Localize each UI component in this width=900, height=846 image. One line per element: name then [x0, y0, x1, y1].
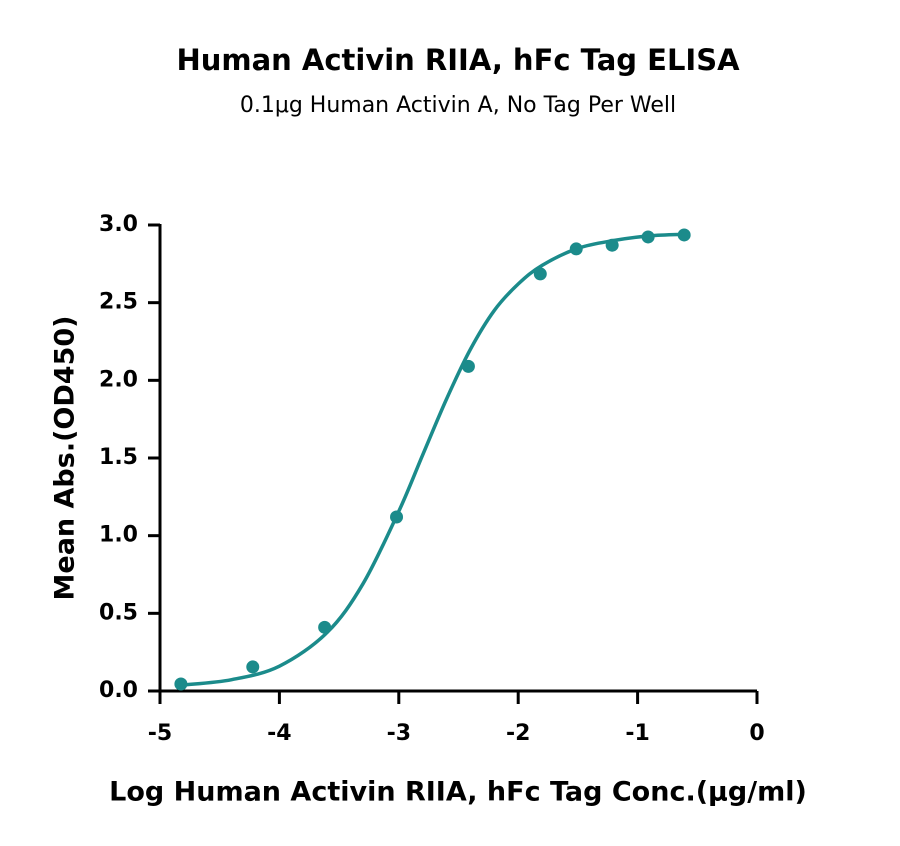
x-tick-label: -2 [506, 721, 530, 746]
x-tick-label: -3 [387, 721, 411, 746]
chart-title: Human Activin RIIA, hFc Tag ELISA [176, 43, 740, 77]
data-point [390, 510, 404, 524]
chart-subtitle: 0.1μg Human Activin A, No Tag Per Well [240, 93, 676, 118]
data-point [605, 238, 619, 252]
y-tick-label: 1.5 [99, 445, 138, 470]
y-tick-label: 1.0 [99, 523, 138, 548]
data-point [246, 660, 260, 674]
y-tick-label: 2.0 [99, 367, 138, 392]
data-point [641, 230, 655, 244]
fit-curve [183, 232, 686, 687]
y-tick-label: 0.0 [99, 678, 138, 703]
data-point [569, 242, 583, 256]
y-tick-label: 0.5 [99, 600, 138, 625]
data-point [461, 359, 475, 373]
data-point [318, 620, 332, 634]
x-tick-label: -5 [148, 721, 172, 746]
y-tick-label: 3.0 [99, 212, 138, 237]
data-point [677, 228, 691, 242]
y-tick-label: 2.5 [99, 290, 138, 315]
x-tick-label: 0 [749, 721, 764, 746]
x-tick-label: -4 [267, 721, 291, 746]
y-axis-label: Mean Abs.(OD450) [50, 316, 81, 601]
x-tick-label: -1 [625, 721, 649, 746]
data-point [533, 267, 547, 281]
x-axis-label: Log Human Activin RIIA, hFc Tag Conc.(μg… [109, 777, 807, 808]
data-point [174, 677, 188, 691]
